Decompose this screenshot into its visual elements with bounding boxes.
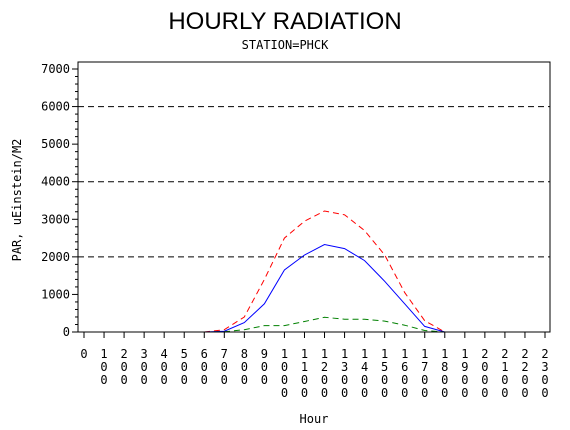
y-tick-label: 0 bbox=[63, 325, 70, 339]
y-tick-label: 4000 bbox=[41, 175, 70, 189]
series-line-2 bbox=[84, 243, 545, 333]
x-axis-label: Hour bbox=[300, 412, 329, 426]
x-axis: 0 1 0 0 2 0 0 3 0 0 4 0 0 5 0 0 6 0 0 7 0 0 8 0 0 9 0 0 1 0 0 0 1 1 0 0 1 2 0 0… bbox=[80, 332, 549, 400]
y-axis: 0 1000 2000 3000 4000 5000 6000 7000 bbox=[41, 62, 78, 339]
y-tick-label: 2000 bbox=[41, 250, 70, 264]
y-axis-label: PAR, uEinstein/M2 bbox=[10, 139, 24, 262]
chart-subtitle: STATION=PHCK bbox=[242, 38, 329, 52]
chart-title: HOURLY RADIATION bbox=[168, 8, 401, 35]
series-lines bbox=[84, 210, 545, 333]
plot-frame bbox=[77, 61, 551, 333]
y-tick-label: 5000 bbox=[41, 137, 70, 151]
x-tick-label: 0 bbox=[80, 347, 87, 361]
y-tick-label: 7000 bbox=[41, 62, 70, 76]
y-tick-label: 3000 bbox=[41, 212, 70, 226]
reference-lines bbox=[78, 106, 550, 258]
y-tick-label: 6000 bbox=[41, 100, 70, 114]
series-line-1 bbox=[84, 210, 545, 333]
series-line-3 bbox=[84, 316, 545, 333]
y-tick-label: 1000 bbox=[41, 287, 70, 301]
